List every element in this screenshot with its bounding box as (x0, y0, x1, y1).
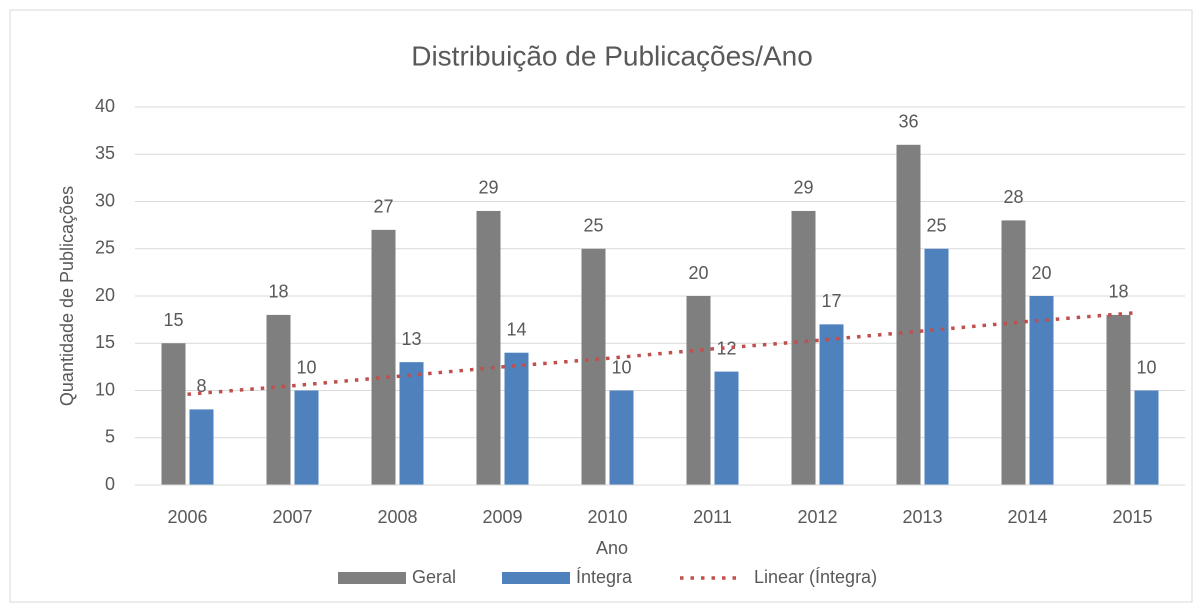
x-axis-label: Ano (596, 538, 628, 558)
bar (791, 210, 816, 485)
data-label: 10 (296, 357, 316, 377)
bar (1029, 296, 1054, 485)
data-label: 10 (611, 357, 631, 377)
bar (686, 296, 711, 485)
data-label: 27 (373, 197, 393, 217)
y-tick-label: 40 (95, 96, 115, 116)
data-label: 28 (1003, 187, 1023, 207)
bar (924, 248, 949, 485)
x-tick-label: 2008 (377, 507, 417, 527)
data-label: 36 (898, 112, 918, 132)
bar (371, 229, 396, 485)
data-label: 18 (1108, 282, 1128, 302)
bar (294, 390, 319, 485)
x-tick-label: 2010 (587, 507, 627, 527)
bar (1001, 220, 1026, 485)
bar (161, 343, 186, 485)
x-tick-label: 2015 (1112, 507, 1152, 527)
y-axis-label: Quantidade de Publicações (57, 186, 77, 406)
data-label: 13 (401, 329, 421, 349)
legend-swatch (338, 572, 406, 584)
data-label: 29 (478, 178, 498, 198)
x-tick-label: 2009 (482, 507, 522, 527)
y-tick-label: 35 (95, 143, 115, 163)
legend-swatch (502, 572, 570, 584)
data-label: 18 (268, 282, 288, 302)
y-tick-label: 25 (95, 238, 115, 258)
x-tick-label: 2007 (272, 507, 312, 527)
data-label: 29 (793, 178, 813, 198)
bar (189, 409, 214, 485)
data-label: 17 (821, 291, 841, 311)
y-tick-label: 15 (95, 332, 115, 352)
y-tick-label: 5 (105, 427, 115, 447)
legend-label: Linear (Íntegra) (754, 567, 877, 587)
x-tick-label: 2013 (902, 507, 942, 527)
data-label: 15 (163, 310, 183, 330)
data-label: 12 (716, 338, 736, 358)
y-tick-label: 20 (95, 285, 115, 305)
bar (714, 371, 739, 485)
y-tick-label: 10 (95, 379, 115, 399)
x-tick-label: 2014 (1007, 507, 1047, 527)
chart-title: Distribuição de Publicações/Ano (411, 40, 813, 71)
bar (609, 390, 634, 485)
data-label: 20 (688, 263, 708, 283)
bar (399, 362, 424, 485)
data-label: 10 (1136, 357, 1156, 377)
data-label: 8 (196, 376, 206, 396)
bar (819, 324, 844, 485)
data-label: 14 (506, 319, 526, 339)
x-tick-label: 2012 (797, 507, 837, 527)
data-label: 25 (926, 216, 946, 236)
trend-line (187, 311, 1133, 397)
y-tick-label: 30 (95, 190, 115, 210)
bar (896, 144, 921, 486)
data-label: 25 (583, 216, 603, 236)
x-tick-label: 2011 (693, 507, 732, 527)
legend-label: Íntegra (576, 567, 633, 587)
bar (581, 248, 606, 485)
bar (1134, 390, 1159, 485)
y-tick-label: 0 (105, 474, 115, 494)
data-label: 20 (1031, 263, 1051, 283)
bar (504, 352, 529, 485)
x-tick-label: 2006 (167, 507, 207, 527)
bar (1106, 314, 1131, 485)
bar (266, 314, 291, 485)
bar (476, 210, 501, 485)
legend-label: Geral (412, 567, 456, 587)
